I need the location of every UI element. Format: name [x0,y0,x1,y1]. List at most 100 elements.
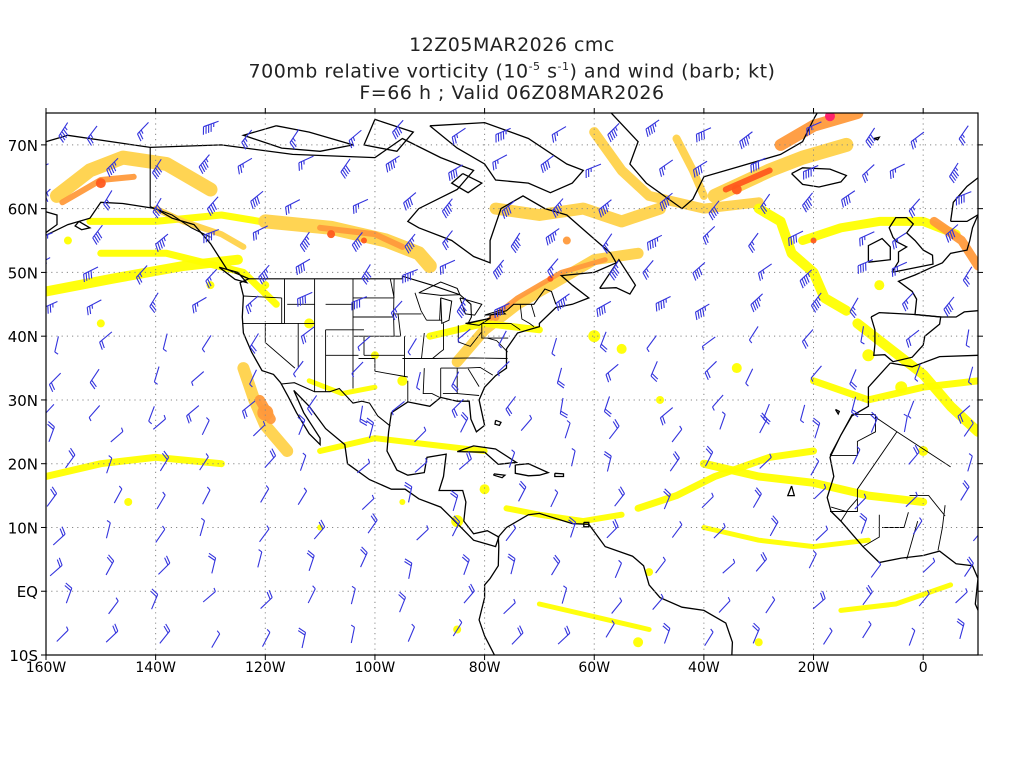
wind-barb [555,293,570,311]
lat-label: 40N [8,328,38,346]
wind-barb [645,119,660,137]
country-border [937,505,946,551]
lake [418,281,461,296]
wind-barb [762,403,771,425]
wind-barb [614,486,625,507]
wind-barb [752,487,762,508]
wind-barb [451,127,466,146]
wind-barb [862,620,872,639]
wind-barb [849,297,859,319]
state-border [457,393,480,396]
lat-label: 50N [8,264,38,282]
vorticity-band [489,202,666,228]
wind-barb [598,199,612,218]
wind-barb [704,445,714,467]
wind-barb [199,453,209,471]
vorticity-band [306,378,378,397]
wind-barb [972,534,978,542]
wind-barb [460,411,469,433]
wind-barb [201,335,212,353]
wind-barb [550,489,559,508]
wind-barb [403,192,417,211]
state-border [397,313,402,337]
wind-barb [108,597,119,615]
wind-barb [110,427,124,443]
wind-barb [810,457,820,476]
wind-barb [158,555,171,575]
wind-barb [812,417,821,439]
wind-barb [606,518,619,539]
lat-label: 70N [8,137,38,155]
wind-barb [545,228,560,246]
lon-label: 160W [26,660,67,676]
coastline [867,237,891,263]
wind-barb [905,491,918,508]
wind-barb [56,626,69,642]
wind-barb [414,457,428,473]
wind-barb [799,269,813,289]
wind-barb [713,522,726,539]
wind-barb [694,303,710,321]
state-border [530,304,536,318]
wind-barb [148,406,155,425]
wind-barb [451,515,461,537]
title-line-2-pre: 700mb relative vorticity (10 [248,60,529,83]
wind-barb [719,411,726,430]
wind-barb [559,397,568,419]
vorticity-blob [257,404,274,421]
wind-barb [692,262,706,281]
wind-barb [206,196,219,217]
wind-barb [958,125,969,146]
wind-barb [99,331,113,350]
wind-barb [105,623,119,643]
wind-barb [46,188,51,204]
lon-label: 40W [688,660,720,676]
wind-barb [810,292,822,313]
vorticity-band [838,582,954,613]
vorticity-band [97,249,280,308]
country-border [977,520,978,526]
wind-barb [718,596,731,613]
wind-barb [46,486,58,507]
wind-barb [823,627,833,645]
country-border [875,416,951,468]
wind-barb [605,620,615,638]
wind-barb [398,591,407,613]
coastline [599,258,637,295]
wind-barb [922,557,936,573]
state-border [481,323,509,339]
wind-barb [390,300,403,321]
wind-barb [862,584,873,606]
wind-barb [949,162,960,184]
wind-barb [813,483,827,500]
wind-barb [603,396,612,418]
wind-barb [350,585,356,605]
vorticity-band [317,435,488,454]
state-border [439,297,442,321]
state-border [243,295,282,299]
wind-barb [669,451,680,472]
wind-barb [367,513,378,534]
wind-barb [260,589,273,609]
lat-label: 10N [8,519,38,537]
vorticity-band [634,447,817,512]
wind-barb [241,400,256,419]
wind-barb [463,583,475,604]
lon-label: 140W [135,660,176,676]
wind-barb [802,164,819,180]
lon-label: 60W [578,660,610,676]
state-border [393,278,395,337]
wind-barb [908,627,916,646]
wind-barb [448,164,463,181]
wind-barb [89,368,100,390]
wind-barb [808,550,817,569]
wind-barb [561,585,568,604]
coastline [834,408,841,416]
wind-barb [602,233,613,254]
wind-barb [492,259,505,280]
wind-barb [46,404,55,414]
wind-barb [801,329,814,349]
wind-barb [918,589,930,607]
wind-barb [642,260,654,280]
